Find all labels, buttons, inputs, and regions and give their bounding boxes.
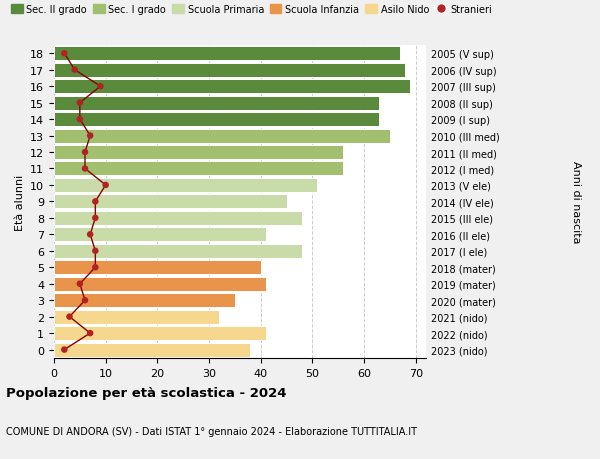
Bar — [54, 129, 390, 143]
Point — [85, 231, 95, 239]
Bar — [54, 80, 410, 94]
Bar — [54, 47, 400, 61]
Y-axis label: Anni di nascita: Anni di nascita — [571, 161, 581, 243]
Point — [75, 116, 85, 123]
Bar — [54, 113, 379, 127]
Point — [96, 83, 106, 90]
Bar — [54, 261, 260, 274]
Bar — [54, 212, 302, 225]
Point — [70, 67, 79, 74]
Point — [101, 182, 110, 189]
Bar — [54, 326, 266, 341]
Bar — [54, 228, 266, 242]
Bar — [54, 343, 250, 357]
Bar — [54, 244, 302, 258]
Bar — [54, 294, 235, 308]
Point — [80, 297, 90, 304]
Point — [75, 280, 85, 288]
Point — [59, 346, 69, 353]
Point — [85, 330, 95, 337]
Point — [59, 50, 69, 58]
Text: COMUNE DI ANDORA (SV) - Dati ISTAT 1° gennaio 2024 - Elaborazione TUTTITALIA.IT: COMUNE DI ANDORA (SV) - Dati ISTAT 1° ge… — [6, 426, 417, 436]
Bar — [54, 179, 317, 192]
Legend: Sec. II grado, Sec. I grado, Scuola Primaria, Scuola Infanzia, Asilo Nido, Stran: Sec. II grado, Sec. I grado, Scuola Prim… — [11, 5, 492, 15]
Bar — [54, 96, 379, 110]
Bar — [54, 162, 343, 176]
Bar — [54, 310, 220, 324]
Point — [75, 100, 85, 107]
Point — [91, 264, 100, 271]
Point — [80, 165, 90, 173]
Bar — [54, 277, 266, 291]
Y-axis label: Età alunni: Età alunni — [14, 174, 25, 230]
Point — [80, 149, 90, 157]
Point — [91, 198, 100, 206]
Point — [91, 247, 100, 255]
Point — [65, 313, 74, 321]
Bar — [54, 195, 287, 209]
Text: Popolazione per età scolastica - 2024: Popolazione per età scolastica - 2024 — [6, 386, 287, 399]
Bar — [54, 63, 406, 78]
Point — [91, 215, 100, 222]
Point — [85, 133, 95, 140]
Bar — [54, 146, 343, 160]
